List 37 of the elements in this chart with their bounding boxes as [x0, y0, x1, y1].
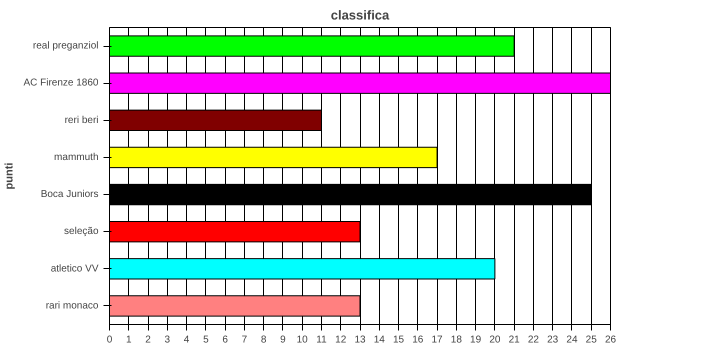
x-tick-label: 12 — [335, 334, 347, 346]
x-tick-label: 21 — [508, 334, 520, 346]
x-tick-label: 16 — [412, 334, 424, 346]
x-tick-label: 14 — [374, 334, 386, 346]
x-tick-label: 17 — [432, 334, 444, 346]
y-tick-label: mammuth — [54, 152, 98, 163]
x-tick-label: 22 — [528, 334, 540, 346]
x-tick-label: 13 — [354, 334, 366, 346]
x-tick-label: 7 — [242, 334, 248, 346]
x-tick-label: 24 — [566, 334, 578, 346]
x-tick-label: 4 — [184, 334, 190, 346]
x-tick-label: 0 — [106, 334, 113, 346]
x-tick-label: 9 — [280, 334, 286, 346]
x-tick-label: 23 — [547, 334, 559, 346]
y-tick-label: seleção — [64, 226, 99, 238]
x-tick-label: 15 — [392, 334, 405, 346]
x-tick-label: 10 — [296, 334, 308, 346]
x-tick-label: 19 — [470, 334, 482, 346]
chart-title: classifica — [330, 8, 390, 22]
x-tick-label: 25 — [586, 334, 598, 346]
x-tick-label: 11 — [316, 334, 328, 346]
x-tick-label: 6 — [222, 334, 228, 346]
x-tick-label: 5 — [203, 334, 210, 346]
x-tick-label: 1 — [126, 334, 132, 346]
y-tick-label: Boca Juniors — [40, 189, 99, 200]
x-tick-label: 3 — [164, 334, 171, 346]
y-tick-label: atletico VV — [50, 263, 99, 274]
y-tick-label: reri beri — [64, 114, 99, 126]
x-tick-label: 26 — [604, 334, 616, 346]
x-tick-label: 8 — [260, 334, 267, 346]
x-tick-label: 18 — [450, 334, 462, 346]
y-tick-label: real preganziol — [32, 40, 99, 52]
x-tick-label: 2 — [145, 334, 152, 346]
y-axis-title: punti — [3, 162, 16, 190]
y-tick-label: rari monaco — [46, 300, 99, 312]
x-tick-label: 20 — [489, 334, 501, 346]
y-tick-label: AC Firenze 1860 — [23, 78, 99, 89]
